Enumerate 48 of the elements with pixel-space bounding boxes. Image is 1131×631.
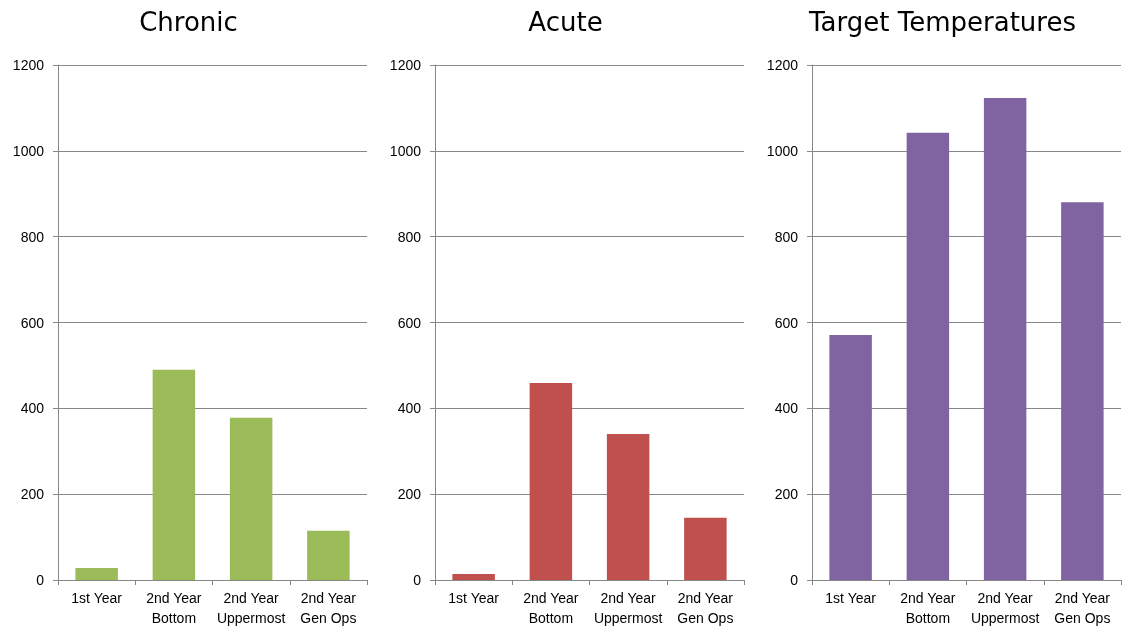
x-tick-label: 2nd Year Gen Ops: [1054, 590, 1111, 626]
x-tick-label: 1st Year: [71, 590, 123, 606]
y-tick-label: 1000: [766, 142, 799, 159]
y-tick-label: 1200: [766, 57, 799, 73]
x-tick-label: 2nd Year Uppermost: [970, 590, 1040, 626]
y-tick-label: 1000: [389, 142, 422, 159]
x-tick-label: 1st Year: [825, 590, 877, 606]
chart-title: Target Temperatures: [808, 7, 1076, 37]
y-tick-label: 800: [397, 228, 422, 245]
bar: [829, 334, 872, 580]
y-tick-label: 1200: [389, 57, 422, 73]
y-tick-label: 400: [20, 400, 45, 417]
bar: [152, 369, 196, 580]
x-tick-label: 2nd Year Gen Ops: [677, 590, 734, 626]
bar: [75, 567, 118, 580]
x-tick-label: 2nd Year Uppermost: [216, 590, 286, 626]
bar: [1061, 202, 1104, 580]
chart-title: Chronic: [139, 7, 238, 37]
x-tick-label: 2nd Year Gen Ops: [300, 590, 357, 626]
y-tick-label: 0: [790, 572, 799, 588]
x-tick-label: 2nd Year Bottom: [900, 590, 956, 626]
bar: [229, 417, 273, 580]
y-tick-label: 200: [397, 486, 422, 503]
y-tick-label: 200: [20, 486, 45, 503]
bar: [529, 383, 573, 580]
y-tick-label: 600: [397, 314, 422, 331]
y-tick-label: 600: [20, 314, 45, 331]
y-tick-label: 600: [774, 314, 799, 331]
x-tick-label: 2nd Year Bottom: [146, 590, 202, 626]
bar: [452, 573, 495, 580]
y-tick-label: 1000: [12, 142, 45, 159]
y-tick-label: 400: [774, 400, 799, 417]
y-tick-label: 400: [397, 400, 422, 417]
bar: [606, 434, 650, 580]
bar: [307, 530, 350, 580]
x-tick-label: 1st Year: [448, 590, 500, 606]
chart-title: Acute: [528, 7, 603, 37]
x-tick-label: 2nd Year Uppermost: [593, 590, 663, 626]
y-tick-label: 0: [36, 572, 45, 588]
y-tick-label: 800: [774, 228, 799, 245]
y-tick-label: 200: [774, 486, 799, 503]
bar: [983, 98, 1027, 580]
bar: [684, 517, 727, 580]
y-tick-label: 800: [20, 228, 45, 245]
y-tick-label: 0: [413, 572, 422, 588]
x-tick-label: 2nd Year Bottom: [523, 590, 579, 626]
y-tick-label: 1200: [12, 57, 45, 73]
bar: [906, 132, 950, 580]
